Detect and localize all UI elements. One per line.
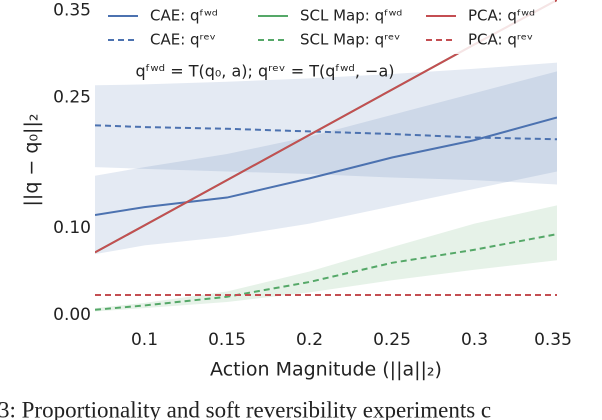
y-tick-label: 0.25 <box>53 87 91 107</box>
y-tick-label: 0.00 <box>53 305 91 325</box>
series-line <box>95 116 557 216</box>
x-tick-label: 0.3 <box>461 330 488 350</box>
legend-label: CAE: qᶠʷᵈ <box>150 7 218 25</box>
legend-label: PCA: qʳᵉᵛ <box>468 31 533 49</box>
x-tick-label: 0.35 <box>534 330 572 350</box>
error-band <box>95 205 557 312</box>
legend-label: SCL Map: qᶠʷᵈ <box>300 7 402 25</box>
legend-label: PCA: qᶠʷᵈ <box>468 7 535 25</box>
error-band <box>95 62 557 185</box>
series-line <box>95 233 557 311</box>
y-tick-label: 0.35 <box>53 0 91 20</box>
y-axis-label: ||q − q₀||₂ <box>21 114 43 207</box>
x-tick-label: 0.2 <box>296 330 323 350</box>
x-tick-label: 0.1 <box>131 330 158 350</box>
error-band <box>95 71 557 255</box>
annotation: qᶠʷᵈ = T(q₀, a); qʳᵉᵛ = T(qᶠʷᵈ, −a) <box>136 62 395 81</box>
caption: 3: Proportionality and soft reversibilit… <box>0 397 491 420</box>
y-tick-label: 0.10 <box>53 218 91 238</box>
legend-label: SCL Map: qʳᵉᵛ <box>300 31 401 49</box>
legend-background <box>100 0 555 54</box>
x-axis-label: Action Magnitude (||a||₂) <box>210 359 442 381</box>
plot-area <box>95 0 557 312</box>
series-line <box>95 124 557 141</box>
x-tick-label: 0.25 <box>373 330 411 350</box>
legend: CAE: qᶠʷᵈ CAE: qʳᵉᵛ SCL Map: qᶠʷᵈ SCL Map: … <box>100 0 555 54</box>
x-tick-label: 0.15 <box>208 330 246 350</box>
legend-label: CAE: qʳᵉᵛ <box>150 31 216 49</box>
